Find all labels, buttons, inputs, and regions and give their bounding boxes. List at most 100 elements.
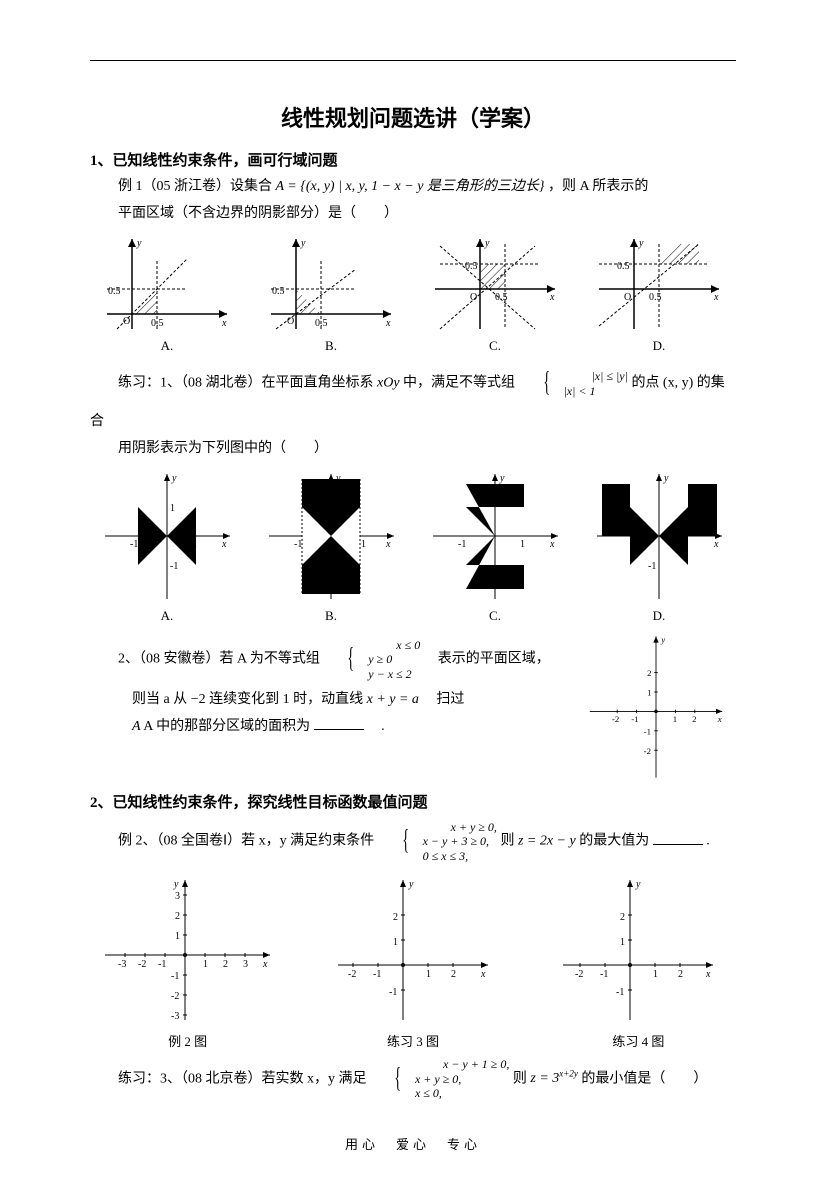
svg-text:1: 1: [393, 937, 398, 948]
p1-diagram-a: -11 1-1 xy A.: [90, 469, 244, 624]
svg-text:y: y: [484, 238, 490, 249]
p2-system: x ≤ 0 y ≥ 0 y − x ≤ 2: [368, 638, 420, 681]
svg-text:2: 2: [393, 912, 398, 923]
page-title: 线性规划问题选讲（学案）: [90, 101, 736, 133]
svg-text:y: y: [300, 238, 306, 249]
svg-text:y: y: [136, 238, 142, 249]
svg-text:0.5: 0.5: [495, 292, 508, 303]
svg-text:x: x: [385, 539, 391, 550]
p2-l3a: A 中的那部分区域的面积为: [143, 719, 310, 734]
top-rule: [90, 60, 736, 61]
svg-text:-2: -2: [171, 991, 179, 1002]
svg-text:x: x: [705, 969, 711, 980]
ex2-end: .: [706, 834, 710, 849]
cap-p4: 练习 4 图: [541, 1031, 736, 1050]
svg-text:x: x: [221, 539, 227, 550]
ex2-line: 例 2、（08 全国卷Ⅰ）若 x，y 满足约束条件 { x + y ≥ 0, x…: [90, 816, 736, 866]
blank-field: [653, 844, 703, 845]
ex2-graph3: xy 1 2 -1 -2 1 2 -1 练习 4 图: [541, 875, 736, 1050]
p1-line2: 用阴影表示为下列图中的（ ）: [90, 436, 736, 461]
ex2-s2: x − y + 3 ≥ 0,: [423, 834, 489, 848]
brace-icon: {: [388, 816, 409, 866]
p2-l2b: x + y = a: [367, 692, 419, 707]
cap-p3: 练习 3 图: [315, 1031, 510, 1050]
p3-s3: x ≤ 0,: [415, 1086, 442, 1100]
p2-l2a: 则当 a 从 −2 连续变化到 1 时，动直线: [132, 692, 367, 707]
p3-s2: x + y ≥ 0,: [415, 1072, 461, 1086]
p1-system: |x| ≤ |y| |x| < 1: [564, 369, 628, 398]
p1-diagram-row: -11 1-1 xy A. -11 xy B.: [90, 469, 736, 624]
svg-text:0.5: 0.5: [272, 286, 285, 297]
svg-text:0.5: 0.5: [617, 261, 630, 272]
svg-text:-2: -2: [138, 959, 146, 970]
svg-text:x: x: [221, 318, 227, 329]
ex2-mid: 则: [500, 834, 518, 849]
p2-s1: x ≤ 0: [396, 638, 420, 652]
svg-text:y: y: [635, 879, 641, 890]
svg-text:-1: -1: [294, 539, 302, 550]
svg-text:x: x: [717, 714, 722, 724]
svg-text:1: 1: [620, 937, 625, 948]
p2-l2c: 扫过: [422, 692, 464, 707]
p1-opt-c: C.: [418, 608, 572, 624]
brace-icon: {: [334, 634, 355, 684]
p1-opt-b: B.: [254, 608, 408, 624]
opt-c: C.: [418, 338, 572, 354]
ex1-prefix: 例 1（05 浙江卷）设集合: [118, 179, 276, 194]
svg-text:y: y: [173, 879, 179, 890]
brace-icon: {: [380, 1054, 401, 1104]
p2-graph: x y 1 2 -1 -2 1 2 -1 -2: [576, 632, 736, 787]
p1-sys-top: |x| ≤ |y|: [592, 369, 628, 383]
section2-heading: 2、已知线性约束条件，探究线性目标函数最值问题: [90, 791, 736, 812]
ex1-diagram-d: O 0.5 0.5 x y D.: [582, 234, 736, 354]
svg-text:2: 2: [620, 912, 625, 923]
svg-text:O: O: [123, 316, 130, 327]
svg-text:1: 1: [203, 959, 208, 970]
svg-text:y: y: [335, 473, 341, 484]
svg-text:y: y: [660, 635, 665, 645]
p2-prefix: 2、（08 安徽卷）若 A 为不等式组: [118, 652, 323, 667]
svg-text:x: x: [385, 318, 391, 329]
svg-text:2: 2: [223, 959, 228, 970]
svg-text:1: 1: [520, 539, 525, 550]
ex2-s3: 0 ≤ x ≤ 3,: [423, 849, 469, 863]
svg-text:x: x: [713, 292, 719, 303]
svg-text:-1: -1: [644, 726, 651, 736]
svg-text:3: 3: [175, 891, 180, 902]
svg-text:3: 3: [243, 959, 248, 970]
svg-text:1: 1: [170, 503, 175, 514]
svg-text:x: x: [549, 539, 555, 550]
p3-system: x − y + 1 ≥ 0, x + y ≥ 0, x ≤ 0,: [415, 1057, 509, 1100]
p1-sys-bot: |x| < 1: [564, 384, 596, 398]
p3-mid: 则: [513, 1071, 531, 1086]
svg-text:0.5: 0.5: [465, 261, 478, 272]
opt-a: A.: [90, 338, 244, 354]
ex2-system: x + y ≥ 0, x − y + 3 ≥ 0, 0 ≤ x ≤ 3,: [423, 820, 497, 863]
svg-text:-1: -1: [158, 959, 166, 970]
ex1-suffix: ，则 A 所表示的: [548, 179, 648, 194]
ex1-diagram-c: O 0.5 0.5 x y C.: [418, 234, 572, 354]
p2-l3b: .: [367, 719, 385, 734]
svg-text:1: 1: [175, 931, 180, 942]
svg-text:-1: -1: [170, 561, 178, 572]
p2-s3: y − x ≤ 2: [368, 667, 411, 681]
svg-text:1: 1: [647, 688, 651, 698]
p3-line: 练习：3、（08 北京卷）若实数 x，y 满足 { x − y + 1 ≥ 0,…: [90, 1054, 736, 1104]
svg-text:0.5: 0.5: [151, 318, 164, 329]
svg-text:1: 1: [426, 969, 431, 980]
p3-prefix: 练习：3、（08 北京卷）若实数 x，y 满足: [118, 1071, 370, 1086]
opt-b: B.: [254, 338, 408, 354]
svg-text:-1: -1: [373, 969, 381, 980]
svg-text:1: 1: [653, 969, 658, 980]
ex2-z: z = 2x − y: [518, 834, 576, 849]
ex2-graph1: xy 1 2 3 -1 -2 -3 1 2 3 -1 -2 -3 例 2 图: [90, 875, 285, 1050]
svg-text:x: x: [713, 539, 719, 550]
svg-text:x: x: [549, 292, 555, 303]
svg-text:2: 2: [647, 668, 651, 678]
svg-text:-3: -3: [118, 959, 126, 970]
ex1-diagram-b: O 0.5 0.5 x y B.: [254, 234, 408, 354]
blank-field: [314, 729, 364, 730]
p1-diagram-d: 1-1 xy D.: [582, 469, 736, 624]
p1-prefix: 练习：1、（08 湖北卷）在平面直角坐标系: [118, 376, 377, 391]
section1-heading: 1、已知线性约束条件，画可行域问题: [90, 149, 736, 170]
